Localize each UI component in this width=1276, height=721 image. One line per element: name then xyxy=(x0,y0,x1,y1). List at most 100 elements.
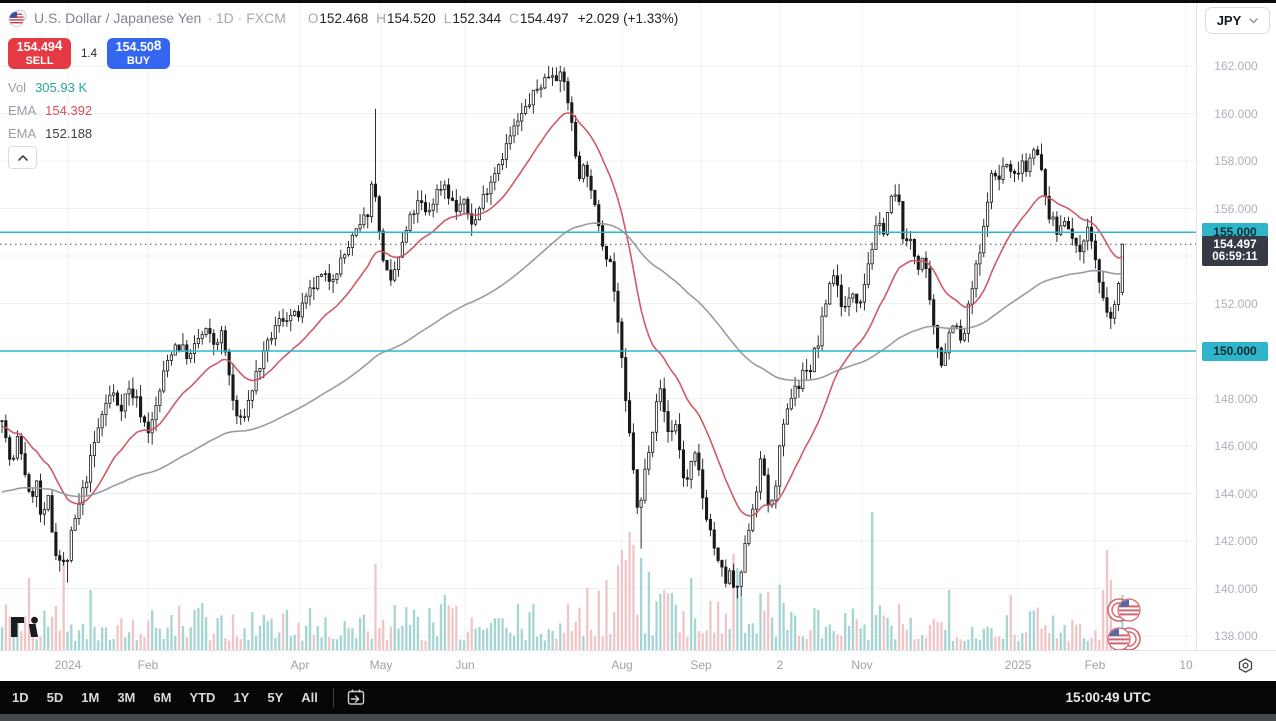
candle-body xyxy=(685,477,689,480)
candle-body xyxy=(1093,240,1097,261)
volume-row[interactable]: Vol 305.93 K xyxy=(8,76,92,99)
symbol-meta[interactable]: · 1D · FXCM xyxy=(207,10,286,26)
candle-body xyxy=(793,385,797,399)
low-value: 152.344 xyxy=(452,10,502,26)
candle-body xyxy=(343,254,347,259)
candle-body xyxy=(227,351,231,376)
volume-bar xyxy=(166,627,169,650)
symbol-name[interactable]: U.S. Dollar / Japanese Yen xyxy=(34,10,202,26)
chevron-down-icon xyxy=(1249,17,1258,23)
volume-bar xyxy=(174,635,177,650)
candle-body xyxy=(450,197,454,201)
candle-body xyxy=(524,106,528,114)
volume-bar xyxy=(47,626,50,650)
candle-body xyxy=(154,404,158,421)
ema-fast-row[interactable]: EMA 154.392 xyxy=(8,99,92,122)
candle-body xyxy=(239,415,243,418)
candle-body xyxy=(855,293,859,304)
candle-body xyxy=(485,193,489,195)
candle-body xyxy=(728,570,732,584)
volume-bar xyxy=(31,630,34,650)
ema-fast-label: EMA xyxy=(8,103,37,118)
volume-bar xyxy=(50,616,54,650)
candle-body xyxy=(889,195,893,213)
range-button-3m[interactable]: 3M xyxy=(117,690,136,705)
time-axis-label: Jun xyxy=(455,658,475,672)
volume-bar xyxy=(104,627,108,650)
candle-body xyxy=(674,424,678,432)
candle-body xyxy=(839,284,843,307)
volume-bar xyxy=(455,605,458,650)
tradingview-logo[interactable] xyxy=(10,616,42,638)
volume-bar xyxy=(528,612,531,650)
candle-body xyxy=(358,224,362,230)
volume-bar xyxy=(986,626,989,650)
candle-body xyxy=(427,209,431,213)
sell-button[interactable]: 154.494 SELL xyxy=(8,38,71,69)
volume-bar xyxy=(924,637,928,650)
candle-body xyxy=(1039,154,1044,171)
range-button-5d[interactable]: 5D xyxy=(46,690,64,705)
volume-bar xyxy=(439,604,443,650)
volume-bar xyxy=(243,628,246,650)
currency-dropdown[interactable]: JPY xyxy=(1205,7,1270,34)
candle-body xyxy=(993,172,997,177)
volume-bar xyxy=(616,565,620,650)
volume-bar xyxy=(659,593,662,650)
volume-bar xyxy=(401,625,404,650)
ema-slow-row[interactable]: EMA 152.188 xyxy=(8,122,92,145)
volume-bar xyxy=(432,622,435,650)
volume-bar xyxy=(743,632,747,650)
range-button-1d[interactable]: 1D xyxy=(12,690,29,705)
volume-bar xyxy=(971,626,974,650)
price-chart-svg[interactable] xyxy=(0,0,1196,681)
utc-clock[interactable]: 15:00:49 UTC xyxy=(1065,690,1151,705)
volume-bar xyxy=(335,639,339,650)
volume-bar xyxy=(512,635,516,650)
range-button-ytd[interactable]: YTD xyxy=(189,690,216,705)
volume-bar xyxy=(289,636,292,650)
volume-bar xyxy=(905,629,908,650)
volume-bar xyxy=(212,633,215,650)
volume-bar xyxy=(197,607,200,650)
price-tick: 142.000 xyxy=(1214,534,1258,548)
volume-bar xyxy=(505,627,508,650)
volume-bar xyxy=(255,635,258,650)
candle-body xyxy=(412,213,416,216)
legend-collapse-button[interactable] xyxy=(8,146,37,169)
volume-bar xyxy=(940,621,943,650)
volume-bar xyxy=(1021,632,1024,650)
volume-bar xyxy=(874,615,878,650)
volume-bar xyxy=(655,601,658,650)
range-button-all[interactable]: All xyxy=(301,690,318,705)
go-to-date-button[interactable] xyxy=(346,688,366,707)
candle-body xyxy=(835,275,839,286)
volume-bar xyxy=(201,603,204,650)
candle-body xyxy=(874,224,878,250)
volume-bar xyxy=(532,604,535,650)
volume-bar xyxy=(74,640,77,650)
chart-settings-gear-icon[interactable] xyxy=(1237,657,1254,674)
volume-bar xyxy=(824,626,828,650)
time-axis[interactable]: 2024 Feb Apr May Jun Aug Sep 2 Nov 2025 Feb 10 xyxy=(0,650,1276,682)
candle-body xyxy=(662,388,666,412)
time-axis-label: Apr xyxy=(290,658,310,672)
range-button-1m[interactable]: 1M xyxy=(81,690,100,705)
candle-body xyxy=(689,461,693,480)
candle-body xyxy=(370,183,374,218)
volume-bar xyxy=(624,560,627,650)
range-button-5y[interactable]: 5Y xyxy=(267,690,284,705)
candle-body xyxy=(928,268,932,301)
volume-bar xyxy=(763,610,766,650)
volume-bar xyxy=(1055,638,1059,650)
candle-body xyxy=(77,503,81,519)
volume-bar xyxy=(135,640,138,650)
price-scale[interactable]: 162.000 160.000 158.000 156.000 152.000 148.0… xyxy=(1196,3,1276,681)
candle-body xyxy=(58,555,62,561)
range-button-1y[interactable]: 1Y xyxy=(233,690,250,705)
candle-body xyxy=(566,81,570,104)
range-button-6m[interactable]: 6M xyxy=(153,690,172,705)
candle-body xyxy=(92,441,96,457)
buy-button[interactable]: 154.508 BUY xyxy=(107,38,170,69)
volume-bar xyxy=(412,609,416,650)
